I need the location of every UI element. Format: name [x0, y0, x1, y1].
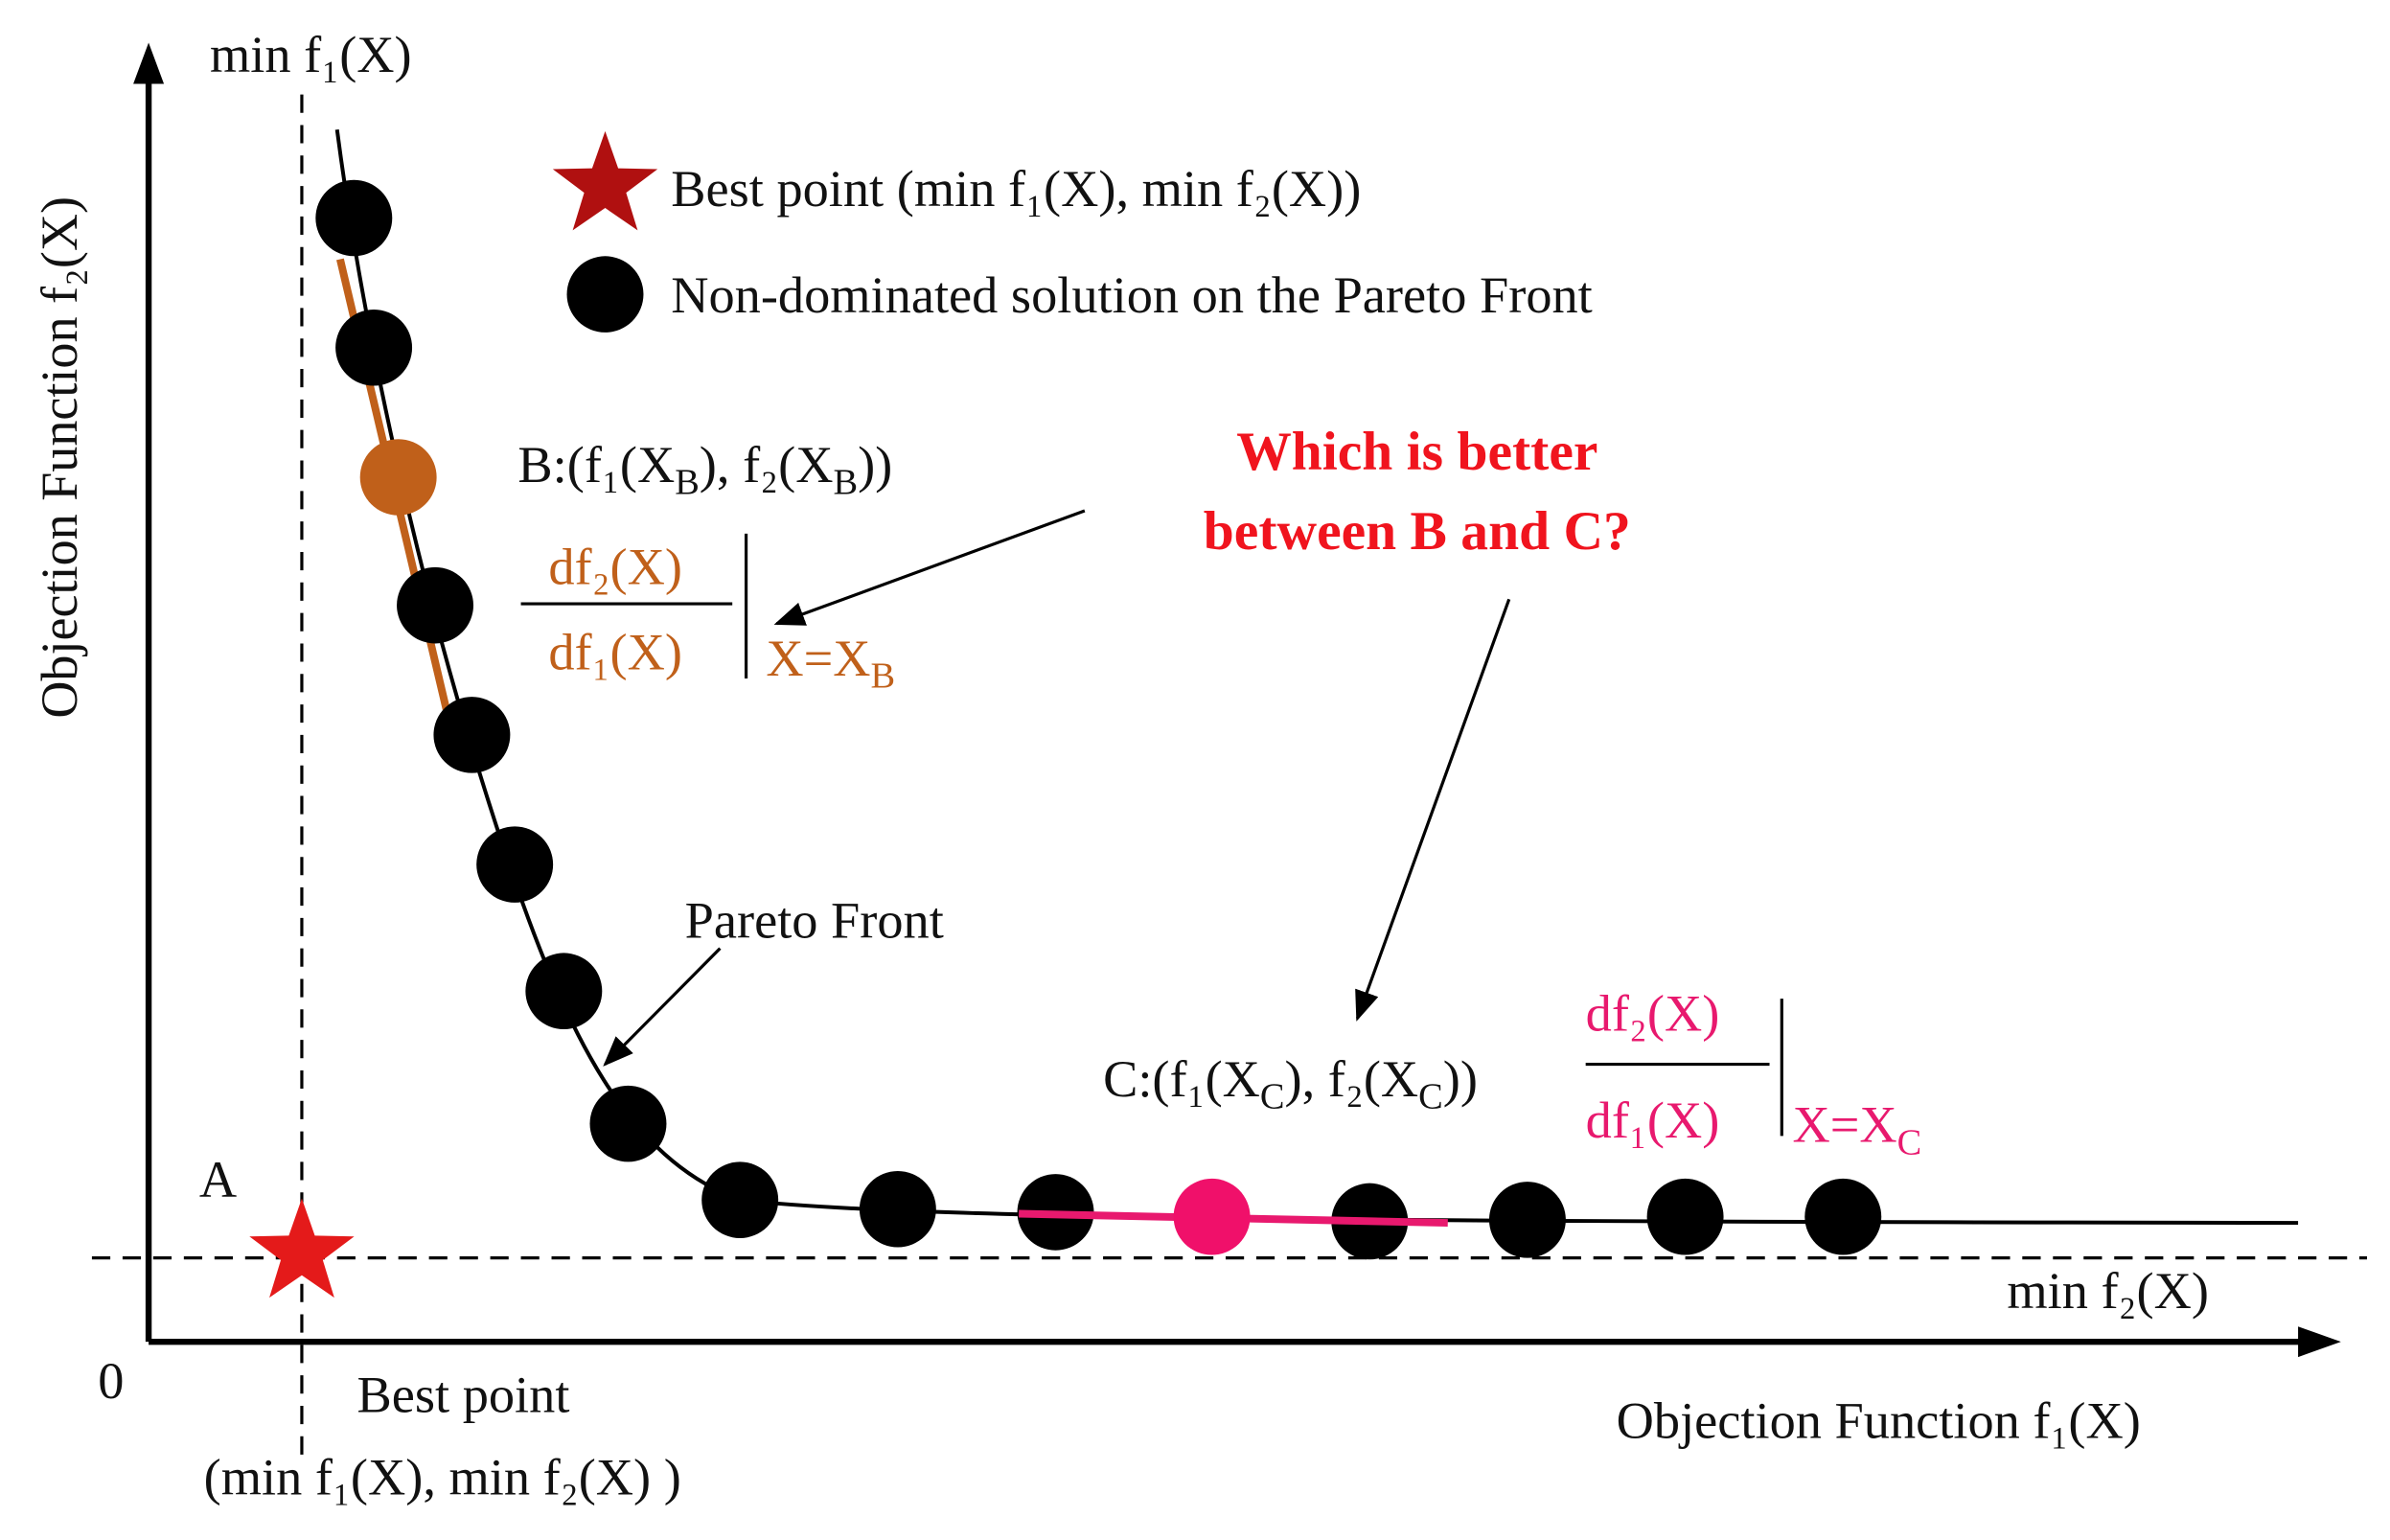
solutions: [315, 179, 1882, 1260]
t: C: [1260, 1077, 1285, 1117]
t: B: [833, 463, 858, 503]
solution-dot: [701, 1161, 779, 1238]
legend-star: [552, 130, 658, 231]
point-c: [1173, 1178, 1251, 1255]
fraction-lines: [520, 533, 1783, 1137]
t: )): [858, 436, 892, 494]
solution-dot: [1488, 1182, 1566, 1258]
question: Which is better: [1236, 422, 1597, 482]
legend-circle-text: Non-dominated solution on the Pareto Fro…: [671, 266, 1593, 324]
arrows: [603, 509, 1511, 1067]
solution-dot: [1646, 1178, 1724, 1255]
t: B: [675, 463, 700, 503]
best-star: [249, 1198, 355, 1299]
num-c: df₂(X): [1586, 985, 1720, 1043]
at-c: X=XC: [1793, 1096, 1922, 1163]
t: )): [1443, 1050, 1478, 1108]
x-label: Objection Function f₁(X): [1617, 1392, 2141, 1450]
question: between B and C?: [1204, 501, 1631, 562]
legend-star-text: Best point (min f₁(X), min f₂(X)): [671, 160, 1361, 218]
t: X=X: [1793, 1096, 1897, 1154]
point-b: [359, 439, 437, 516]
den-c: df₁(X): [1586, 1092, 1720, 1149]
num-b: df₂(X): [548, 539, 682, 596]
best-coords: (min f₁(X), min f₂(X) ): [204, 1448, 681, 1506]
pareto-label: Pareto Front: [685, 892, 944, 950]
solution-dot: [859, 1170, 936, 1248]
best-title: Best point: [357, 1366, 570, 1423]
t: C:(f₁(X: [1103, 1050, 1260, 1108]
t: C: [1418, 1077, 1443, 1117]
solution-dot: [335, 309, 413, 386]
t: ), f₂(X: [1285, 1050, 1419, 1108]
solution-dot: [525, 953, 603, 1029]
solution-dot: [589, 1085, 667, 1162]
at-b: X=XB: [766, 630, 895, 697]
y-top: min f₁(X): [210, 26, 412, 83]
solution-dot: [476, 826, 554, 903]
x-right: min f₂(X): [2007, 1262, 2209, 1320]
y-label: Objection Function f₂(X): [31, 196, 88, 719]
solution-dot: [1804, 1178, 1882, 1255]
den-b: df₁(X): [548, 624, 682, 681]
solution-dot: [315, 179, 393, 257]
t: C: [1897, 1123, 1922, 1163]
legend-circle: [566, 256, 644, 333]
t: X=X: [766, 630, 870, 687]
solution-dot: [433, 697, 511, 773]
t: ), f₂(X: [700, 436, 834, 494]
solution-dot: [397, 566, 474, 644]
label-c: C:(f₁(XC), f₂(XC)): [1103, 1050, 1478, 1117]
t: B: [871, 656, 896, 697]
label-b: B:(f₁(XB), f₂(XB)): [517, 436, 892, 503]
t: B:(f₁(X: [517, 436, 675, 494]
origin: 0: [98, 1352, 124, 1410]
point-a-label: A: [199, 1151, 237, 1208]
axes: [145, 68, 2314, 1345]
